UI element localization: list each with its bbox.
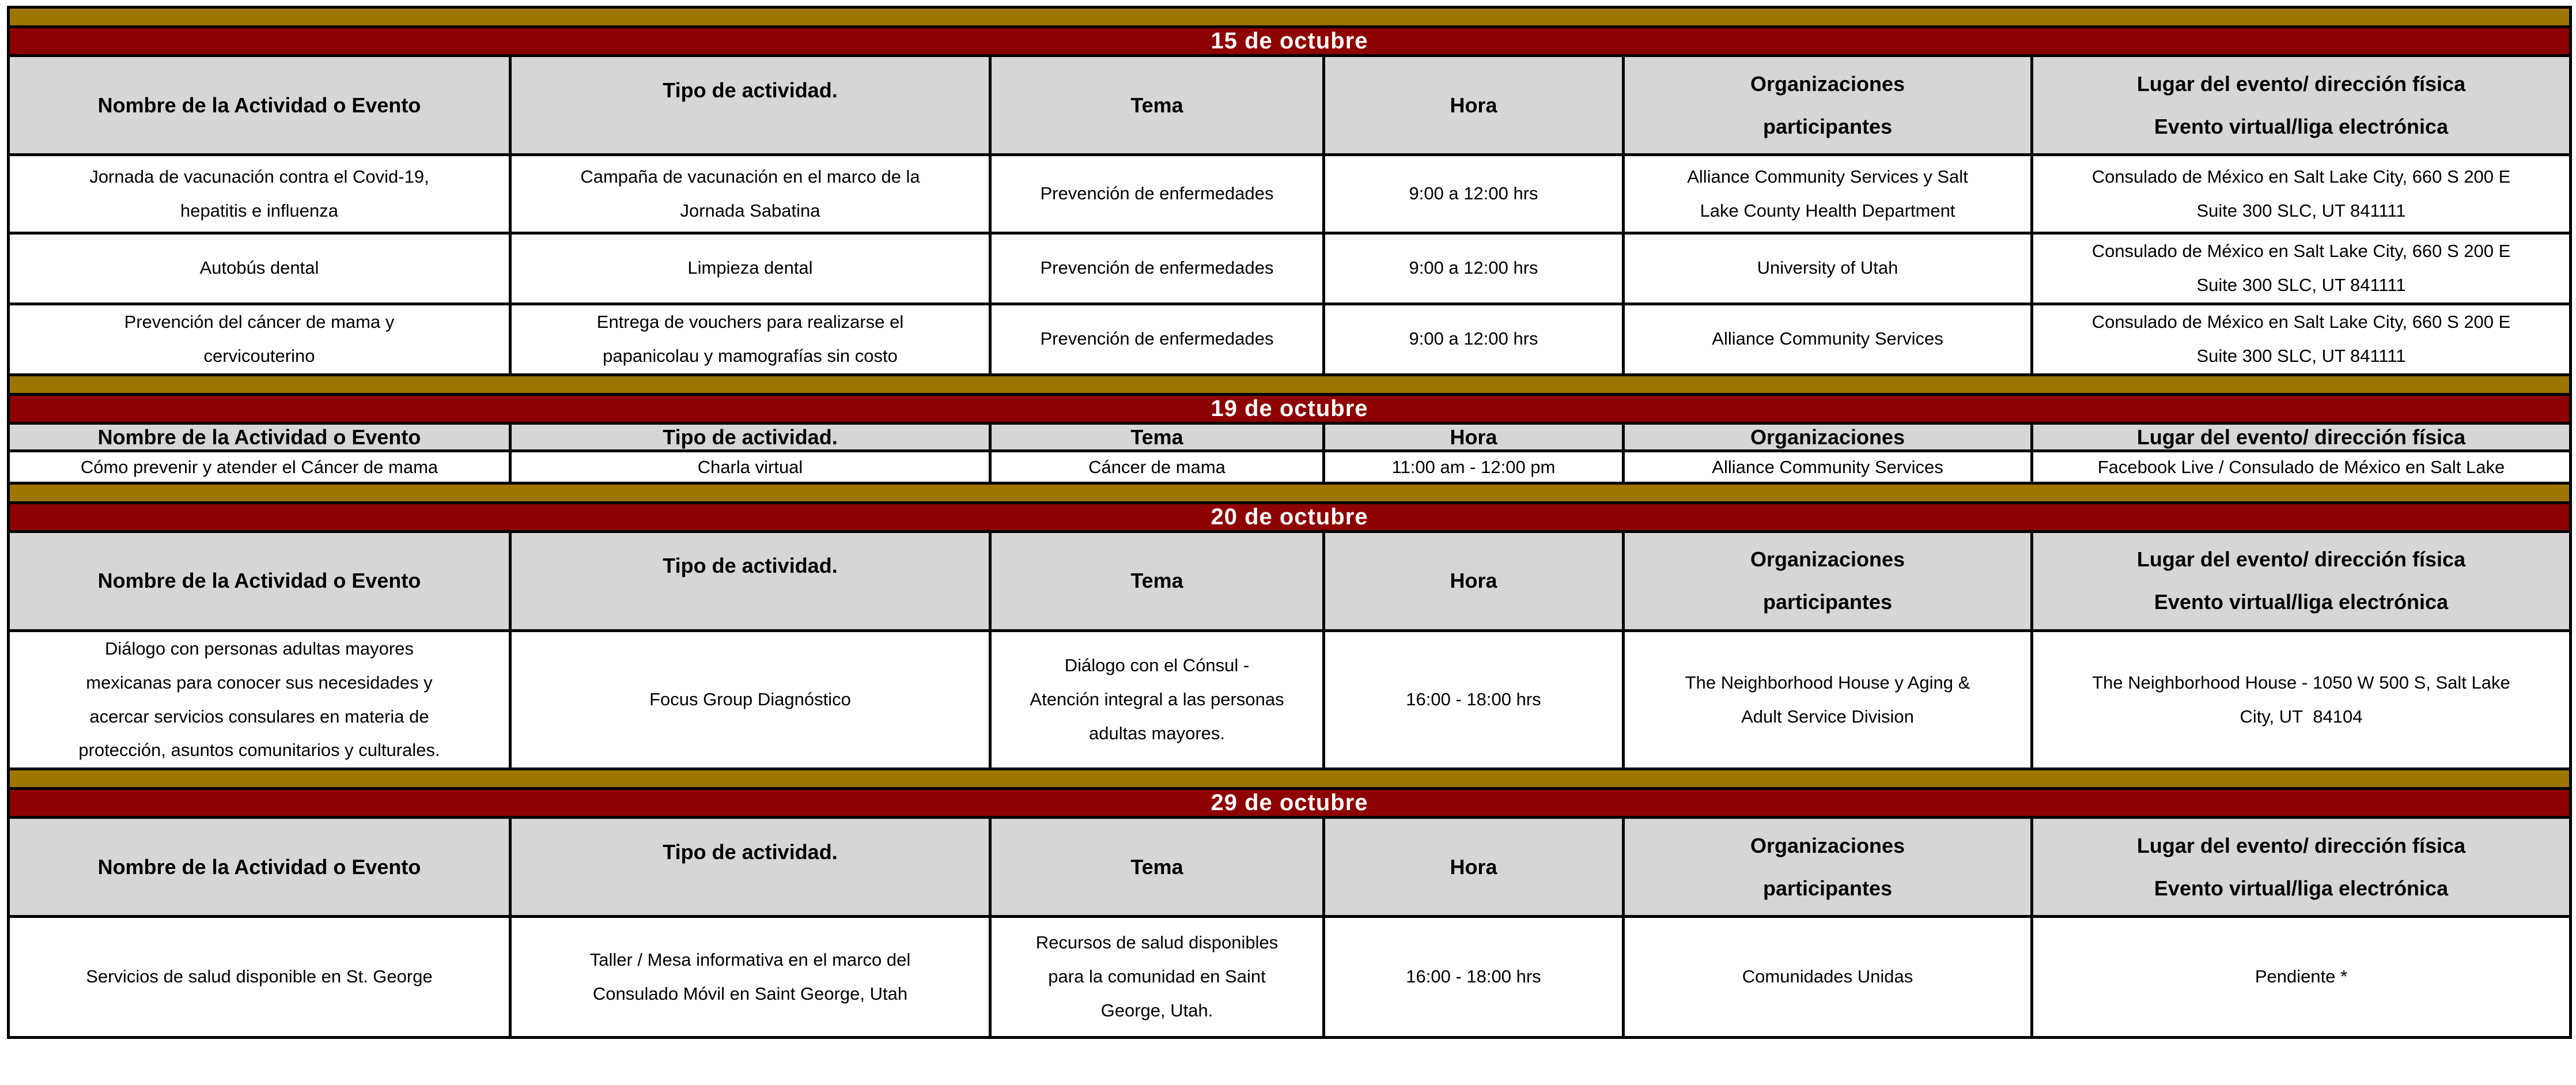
header-cell-lugar: Lugar del evento/ dirección física Event… [2030, 54, 2573, 156]
data-cell-hora: 16:00 - 18:00 hrs [1322, 629, 1625, 771]
data-cell-tema: Diálogo con el Cónsul - Atención integra… [989, 629, 1325, 771]
header-cell-lugar: Lugar del evento/ dirección física [2030, 421, 2573, 452]
header-cell-tipo: Tipo de actividad. [509, 54, 992, 156]
header-row: Nombre de la Actividad o Evento Tipo de … [7, 421, 2573, 452]
data-cell-organizaciones: University of Utah [1622, 232, 2033, 305]
header-row: Nombre de la Actividad o Evento Tipo de … [7, 530, 2573, 632]
header-cell-organizaciones: Organizaciones participantes [1622, 54, 2033, 156]
data-cell-organizaciones: Alliance Community Services [1622, 449, 2033, 485]
date-bar-20-octubre: 20 de octubre [6, 501, 2573, 533]
data-cell-tema: Prevención de enfermedades [989, 232, 1325, 305]
data-cell-tema: Recursos de salud disponibles para la co… [989, 915, 1325, 1039]
data-cell-nombre: Diálogo con personas adultas mayores mex… [7, 629, 512, 771]
data-row: Diálogo con personas adultas mayores mex… [7, 629, 2573, 771]
data-cell-organizaciones: Alliance Community Services y Salt Lake … [1622, 153, 2033, 235]
data-cell-nombre: Autobús dental [7, 232, 512, 305]
header-cell-tema: Tema [989, 54, 1325, 156]
data-cell-lugar: Facebook Live / Consulado de México en S… [2030, 449, 2573, 485]
header-cell-nombre: Nombre de la Actividad o Evento [7, 816, 512, 918]
data-cell-tipo: Focus Group Diagnóstico [509, 629, 992, 771]
data-cell-tipo: Campaña de vacunación en el marco de la … [509, 153, 992, 235]
header-cell-organizaciones: Organizaciones participantes [1622, 530, 2033, 632]
data-row: Servicios de salud disponible en St. Geo… [7, 915, 2573, 1039]
spacer-row [6, 481, 2573, 504]
data-cell-organizaciones: Comunidades Unidas [1622, 915, 2033, 1039]
document-sheet: 15 de octubre Nombre de la Actividad o E… [6, 6, 2573, 1039]
data-cell-tema: Cáncer de mama [989, 449, 1325, 485]
date-bar-15-octubre: 15 de octubre [6, 25, 2573, 57]
header-cell-hora: Hora [1322, 421, 1625, 452]
header-cell-lugar: Lugar del evento/ dirección física Event… [2030, 816, 2573, 918]
header-cell-organizaciones: Organizaciones [1622, 421, 2033, 452]
date-row: 15 de octubre [6, 25, 2573, 57]
data-cell-tema: Prevención de enfermedades [989, 302, 1325, 376]
header-cell-tipo: Tipo de actividad. [509, 816, 992, 918]
header-cell-hora: Hora [1322, 816, 1625, 918]
data-row: Jornada de vacunación contra el Covid-19… [7, 153, 2573, 235]
spacer-row [6, 6, 2573, 28]
data-cell-hora: 9:00 a 12:00 hrs [1322, 232, 1625, 305]
data-cell-lugar: Pendiente * [2030, 915, 2573, 1039]
data-cell-nombre: Prevención del cáncer de mama y cervicou… [7, 302, 512, 376]
data-row: Prevención del cáncer de mama y cervicou… [7, 302, 2573, 376]
data-cell-hora: 16:00 - 18:00 hrs [1322, 915, 1625, 1039]
data-cell-tema: Prevención de enfermedades [989, 153, 1325, 235]
header-row: Nombre de la Actividad o Evento Tipo de … [7, 54, 2573, 156]
data-cell-hora: 11:00 am - 12:00 pm [1322, 449, 1625, 485]
header-row: Nombre de la Actividad o Evento Tipo de … [7, 816, 2573, 918]
header-cell-organizaciones: Organizaciones participantes [1622, 816, 2033, 918]
header-cell-nombre: Nombre de la Actividad o Evento [7, 421, 512, 452]
data-cell-lugar: Consulado de México en Salt Lake City, 6… [2030, 232, 2573, 305]
date-row: 19 de octubre [6, 392, 2573, 425]
data-cell-tipo: Taller / Mesa informativa en el marco de… [509, 915, 992, 1039]
data-cell-lugar: Consulado de México en Salt Lake City, 6… [2030, 153, 2573, 235]
data-cell-hora: 9:00 a 12:00 hrs [1322, 302, 1625, 376]
header-cell-hora: Hora [1322, 530, 1625, 632]
events-schedule-table: 15 de octubre Nombre de la Actividad o E… [6, 6, 2573, 1039]
spacer-row [6, 373, 2573, 396]
gold-spacer-bar [6, 768, 2573, 791]
spacer-row [6, 768, 2573, 791]
data-cell-tipo: Entrega de vouchers para realizarse el p… [509, 302, 992, 376]
data-row: Cómo prevenir y atender el Cáncer de mam… [7, 449, 2573, 485]
date-row: 20 de octubre [6, 501, 2573, 533]
data-cell-organizaciones: The Neighborhood House y Aging & Adult S… [1622, 629, 2033, 771]
header-cell-hora: Hora [1322, 54, 1625, 156]
data-cell-organizaciones: Alliance Community Services [1622, 302, 2033, 376]
date-row: 29 de octubre [6, 787, 2573, 819]
data-cell-hora: 9:00 a 12:00 hrs [1322, 153, 1625, 235]
header-cell-tema: Tema [989, 816, 1325, 918]
data-cell-nombre: Servicios de salud disponible en St. Geo… [7, 915, 512, 1039]
header-cell-lugar: Lugar del evento/ dirección física Event… [2030, 530, 2573, 632]
header-cell-tema: Tema [989, 530, 1325, 632]
header-cell-nombre: Nombre de la Actividad o Evento [7, 530, 512, 632]
data-cell-tipo: Charla virtual [509, 449, 992, 485]
header-cell-tipo: Tipo de actividad. [509, 421, 992, 452]
header-cell-tipo: Tipo de actividad. [509, 530, 992, 632]
gold-spacer-bar [6, 6, 2573, 28]
data-cell-nombre: Cómo prevenir y atender el Cáncer de mam… [7, 449, 512, 485]
date-bar-29-octubre: 29 de octubre [6, 787, 2573, 819]
header-cell-tema: Tema [989, 421, 1325, 452]
data-row: Autobús dental Limpieza dental Prevenció… [7, 232, 2573, 305]
data-cell-tipo: Limpieza dental [509, 232, 992, 305]
data-cell-nombre: Jornada de vacunación contra el Covid-19… [7, 153, 512, 235]
date-bar-19-octubre: 19 de octubre [6, 392, 2573, 425]
data-cell-lugar: The Neighborhood House - 1050 W 500 S, S… [2030, 629, 2573, 771]
data-cell-lugar: Consulado de México en Salt Lake City, 6… [2030, 302, 2573, 376]
gold-spacer-bar [6, 481, 2573, 504]
gold-spacer-bar [6, 373, 2573, 396]
header-cell-nombre: Nombre de la Actividad o Evento [7, 54, 512, 156]
